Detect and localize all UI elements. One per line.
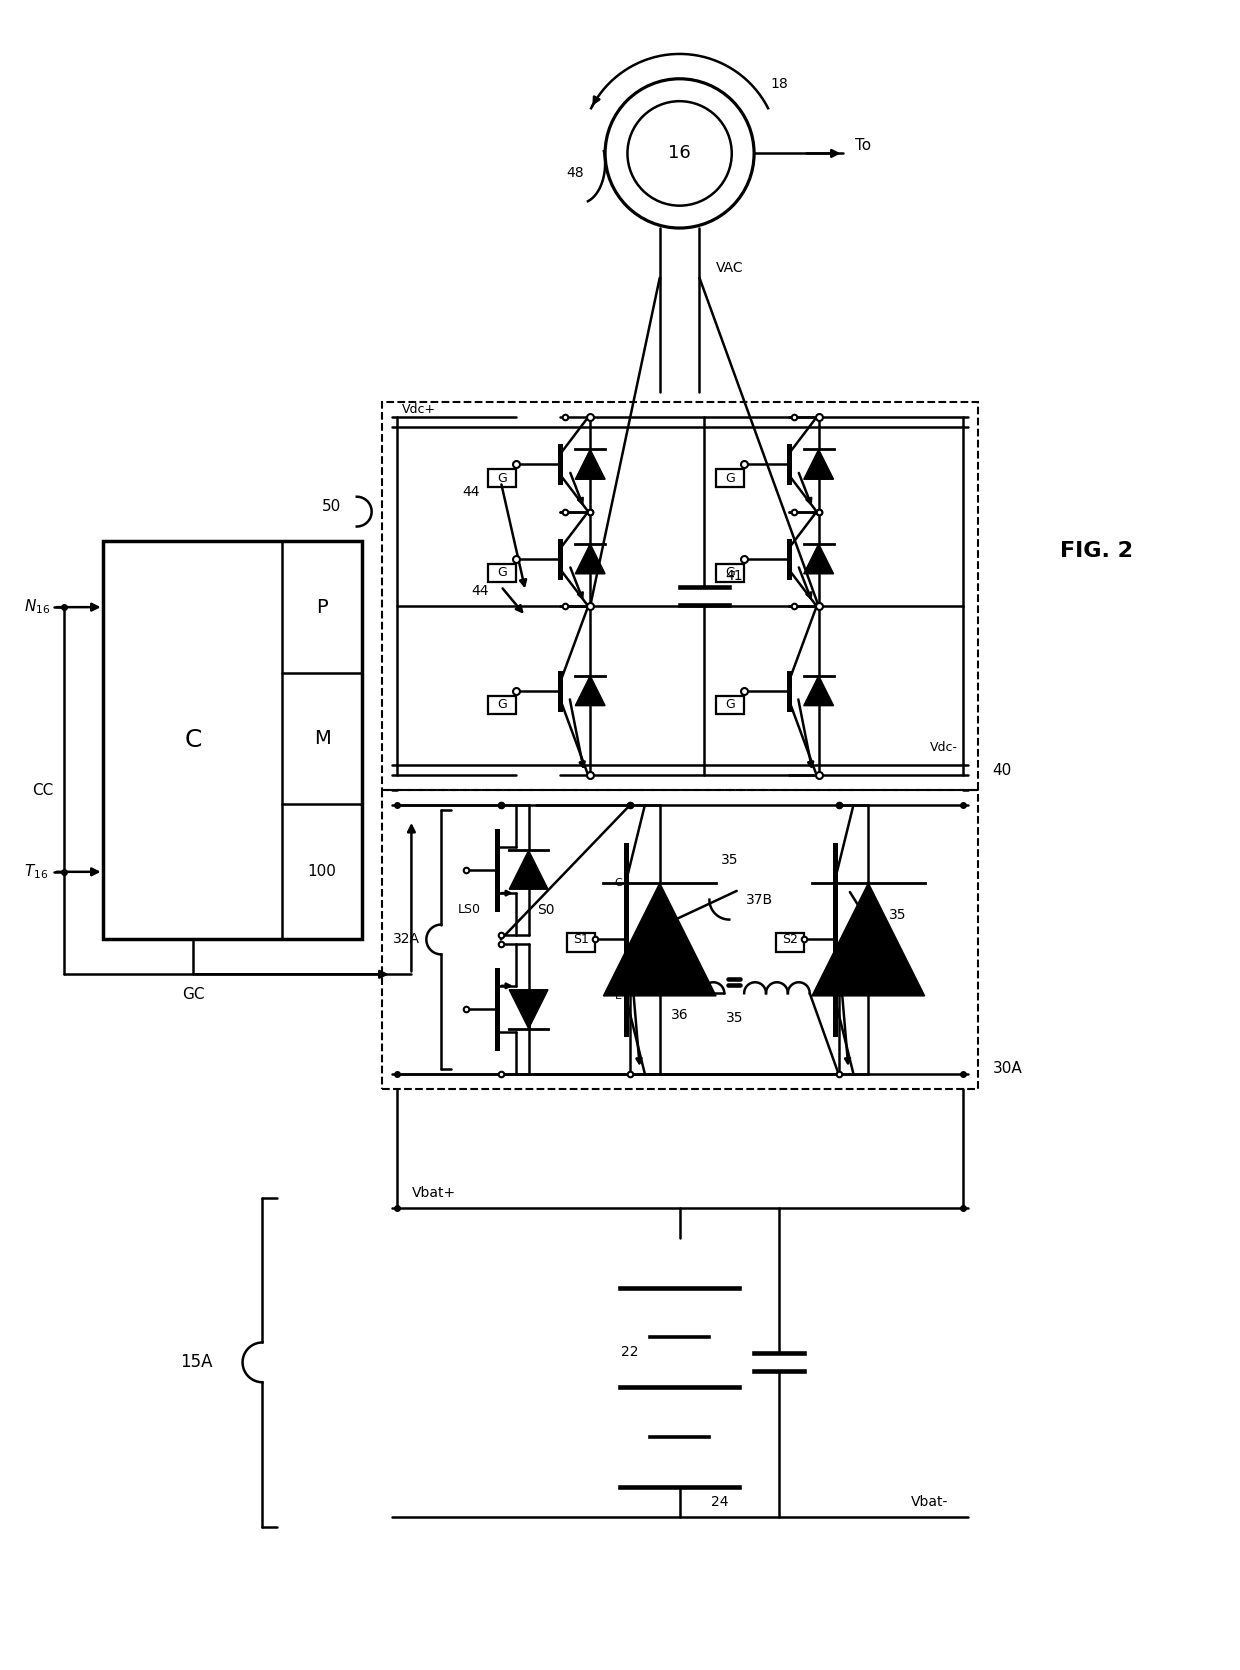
Text: C: C bbox=[614, 878, 622, 888]
Polygon shape bbox=[604, 883, 715, 995]
Text: M: M bbox=[314, 730, 330, 748]
Text: 16: 16 bbox=[668, 144, 691, 162]
Text: E: E bbox=[615, 990, 621, 1000]
Text: G: G bbox=[497, 566, 507, 579]
Text: Vbat-: Vbat- bbox=[910, 1495, 947, 1508]
Text: G: G bbox=[725, 698, 735, 711]
Text: S0: S0 bbox=[537, 902, 554, 917]
Text: G: G bbox=[497, 698, 507, 711]
Text: Vbat+: Vbat+ bbox=[412, 1186, 455, 1201]
Text: G: G bbox=[725, 473, 735, 484]
Text: $N_{16}$: $N_{16}$ bbox=[24, 598, 51, 616]
Polygon shape bbox=[804, 676, 833, 706]
Text: LS0: LS0 bbox=[458, 903, 481, 917]
Polygon shape bbox=[575, 676, 605, 706]
Bar bbox=[382, 402, 977, 790]
Text: Vdc-: Vdc- bbox=[930, 741, 957, 753]
Text: G: G bbox=[497, 473, 507, 484]
Bar bbox=[382, 790, 977, 1089]
Bar bbox=[717, 696, 744, 713]
Text: FIG. 2: FIG. 2 bbox=[1060, 541, 1133, 561]
Text: 15A: 15A bbox=[180, 1353, 213, 1371]
Text: 44: 44 bbox=[463, 484, 480, 499]
Bar bbox=[717, 469, 744, 488]
Polygon shape bbox=[510, 850, 548, 888]
Bar bbox=[487, 564, 516, 581]
Polygon shape bbox=[575, 544, 605, 574]
Text: 100: 100 bbox=[308, 865, 336, 880]
Text: S2: S2 bbox=[782, 934, 797, 945]
Text: 18: 18 bbox=[770, 77, 787, 90]
Bar bbox=[487, 469, 516, 488]
Text: 35: 35 bbox=[889, 907, 906, 922]
Text: 48: 48 bbox=[567, 167, 584, 180]
Text: 40: 40 bbox=[992, 763, 1012, 778]
Polygon shape bbox=[804, 544, 833, 574]
Text: 32A: 32A bbox=[393, 932, 420, 947]
Text: 24: 24 bbox=[711, 1495, 728, 1508]
Text: $T_{16}$: $T_{16}$ bbox=[24, 862, 48, 882]
Text: 35: 35 bbox=[720, 853, 738, 867]
Text: 37B: 37B bbox=[745, 893, 773, 907]
Text: 30A: 30A bbox=[992, 1062, 1022, 1077]
Polygon shape bbox=[804, 449, 833, 479]
Bar bbox=[568, 932, 595, 952]
Text: GC: GC bbox=[181, 987, 205, 1002]
Polygon shape bbox=[510, 990, 548, 1029]
Text: Vdc+: Vdc+ bbox=[402, 402, 435, 416]
Text: To: To bbox=[856, 139, 872, 154]
Text: P: P bbox=[316, 598, 327, 616]
Bar bbox=[487, 696, 516, 713]
Text: S1: S1 bbox=[573, 934, 589, 945]
Polygon shape bbox=[812, 883, 925, 995]
Text: 41: 41 bbox=[725, 569, 743, 583]
Text: 22: 22 bbox=[621, 1346, 639, 1359]
Polygon shape bbox=[575, 449, 605, 479]
Text: VAC: VAC bbox=[715, 261, 743, 276]
Bar bbox=[103, 541, 362, 940]
Text: 50: 50 bbox=[322, 499, 341, 514]
Bar bbox=[776, 932, 804, 952]
Bar bbox=[717, 564, 744, 581]
Text: 36: 36 bbox=[671, 1009, 688, 1022]
Text: C: C bbox=[185, 728, 202, 753]
Text: CC: CC bbox=[32, 783, 53, 798]
Text: G: G bbox=[725, 566, 735, 579]
Text: 35: 35 bbox=[725, 1010, 743, 1025]
Text: 44: 44 bbox=[471, 584, 489, 598]
